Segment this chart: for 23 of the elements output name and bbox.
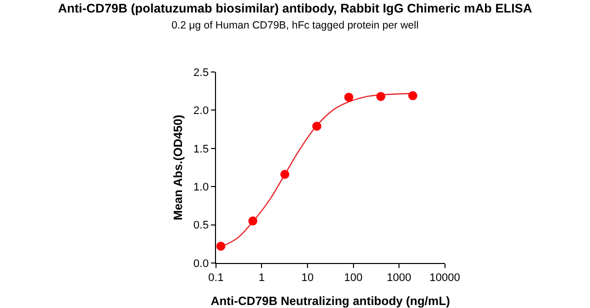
point [408,91,418,100]
y-tick-label: 0.5 [193,220,209,232]
x-tick-label: 0.1 [208,272,224,284]
point [376,92,386,101]
x-tick-label: 1000 [386,272,412,284]
y-tick-label: 2.0 [193,105,209,118]
point [312,122,322,131]
y-tick-label: 0.0 [193,258,209,270]
point [344,92,354,102]
x-tick-label: 1 [258,272,265,284]
chart-title: Anti-CD79B (polatuzumab biosimilar) antibody, Rabbit IgG Chimeric mAb ELISA [58,1,532,16]
y-tick-label: 1.5 [193,143,209,156]
point [248,216,258,226]
x-axis-title: Anti-CD79B Neutralizing antibody (ng/mL) [210,294,450,308]
y-tick-label: 2.5 [193,66,209,79]
point [280,170,290,179]
chart-subtitle: 0.2 μg of Human CD79B, hFc tagged protein per well [171,20,419,32]
y-axis-title: Mean Abs.(OD450) [170,114,185,220]
point [216,242,226,251]
x-tick-label: 10 [301,272,314,284]
x-tick-label: 10000 [430,272,460,284]
y-tick-label: 1.0 [193,181,209,194]
x-tick-label: 100 [344,272,362,284]
